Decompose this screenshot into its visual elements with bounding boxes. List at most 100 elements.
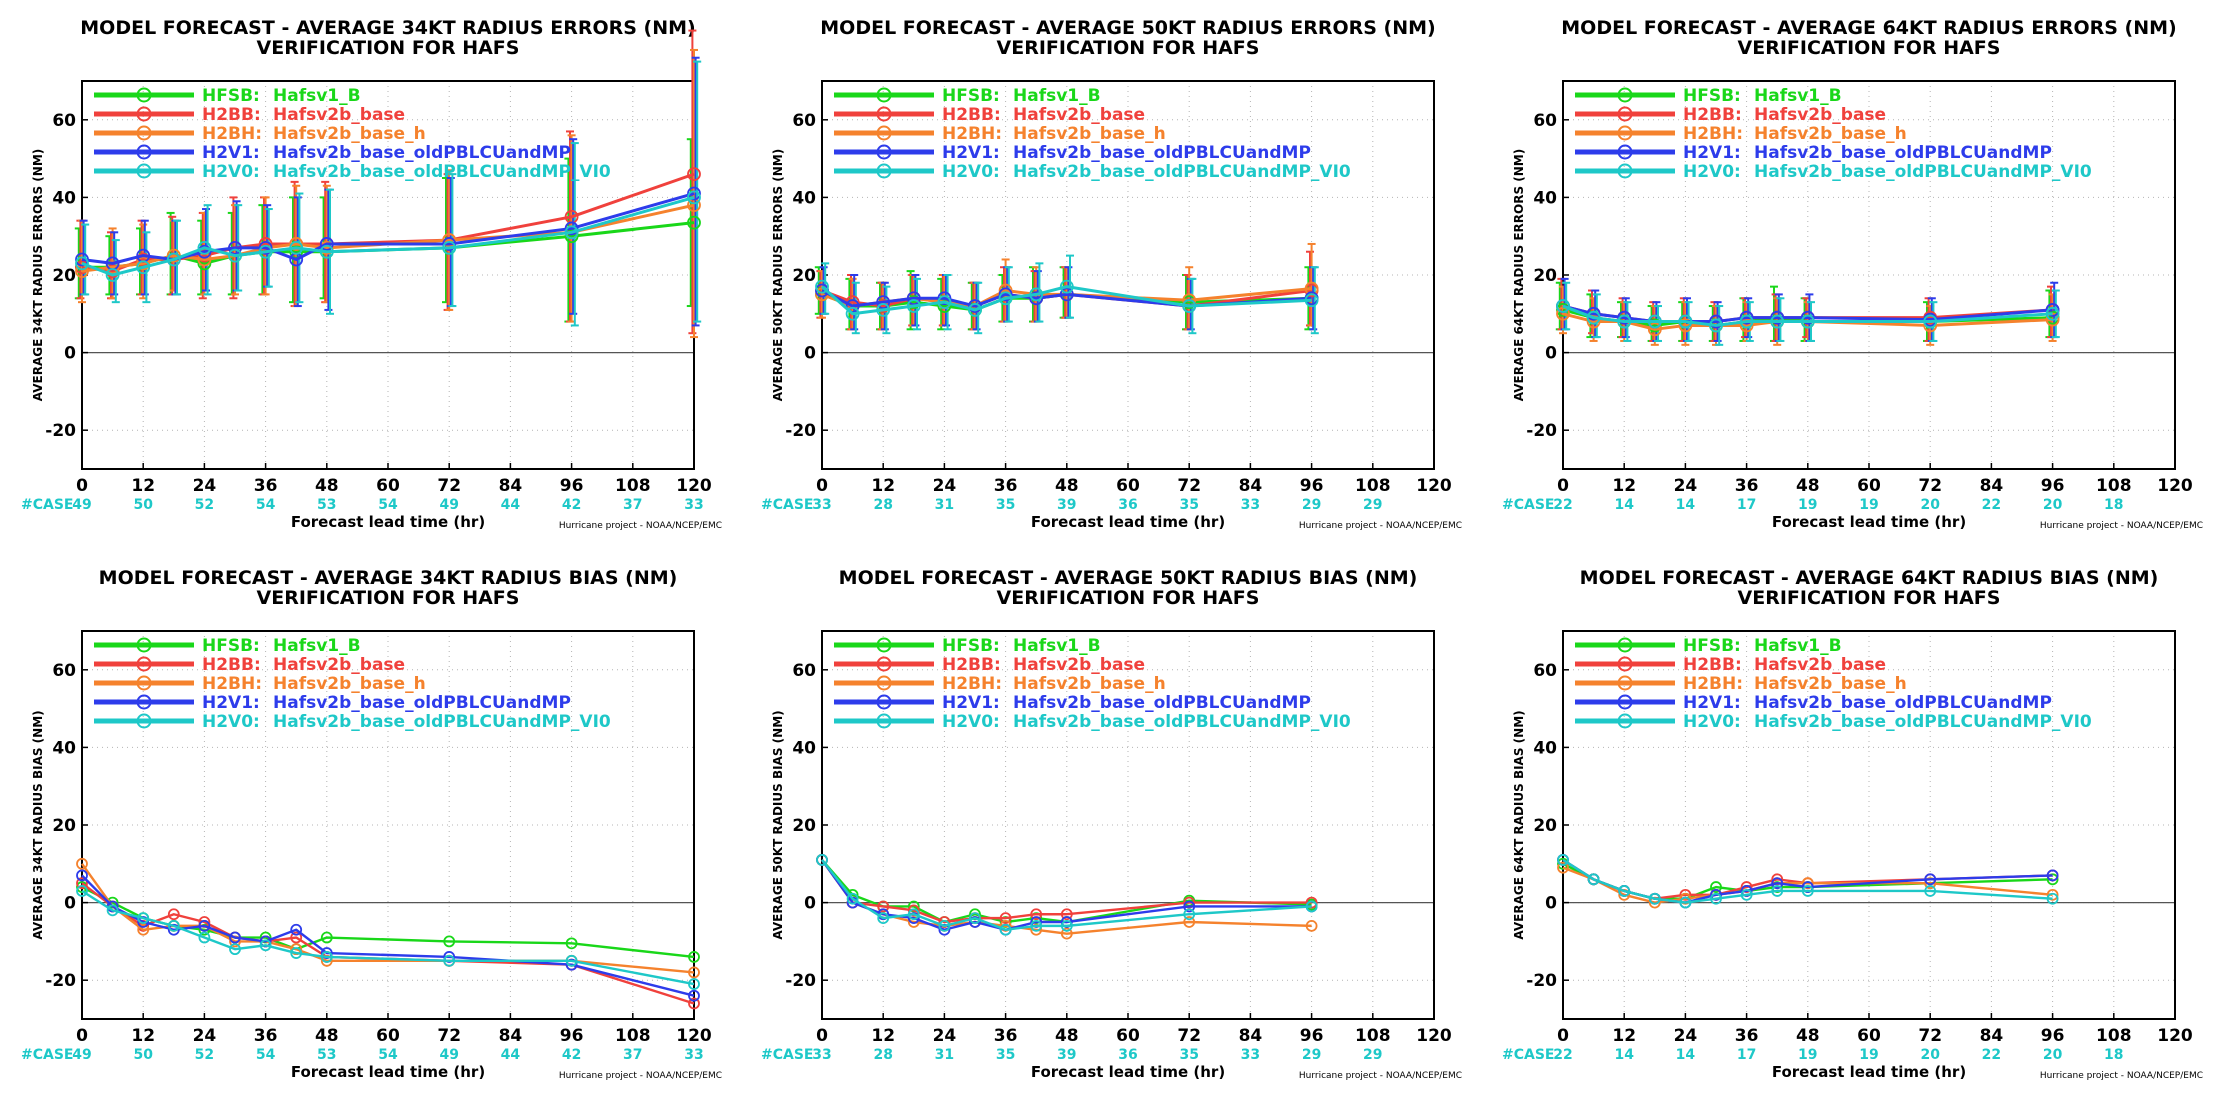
data-point-h2bh (1647, 322, 1662, 337)
x-tick-label: 24 (1674, 476, 1698, 496)
legend-item-h2v0: H2V0: Hafsv2b_base_oldPBLCUandMP_VI0 (1575, 162, 2092, 182)
data-point-h2v0 (1923, 314, 1938, 329)
x-tick-label: 60 (1116, 476, 1140, 496)
x-tick-label: 60 (376, 1026, 400, 1046)
data-point-h2v0 (1305, 900, 1318, 913)
x-tick-label: 48 (1055, 1026, 1079, 1046)
legend-desc: Hafsv2b_base_oldPBLCUandMP_VI0 (273, 162, 611, 182)
data-point-h2v0 (1029, 287, 1044, 302)
y-axis-label: AVERAGE 34KT RADIUS ERRORS (NM) (31, 149, 45, 401)
legend-label: H2BB: (202, 105, 261, 125)
x-tick-label: 12 (131, 1026, 155, 1046)
legend-desc: Hafsv2b_base_oldPBLCUandMP (273, 143, 571, 163)
chart-title: MODEL FORECAST - AVERAGE 50KT RADIUS ERR… (820, 17, 1435, 39)
data-point-h2bb (1030, 908, 1043, 921)
legend-label: H2BB: (942, 655, 1001, 675)
x-tick-label: 36 (1735, 1026, 1759, 1046)
data-point-h2bb (76, 877, 88, 890)
x-tick-label: 108 (615, 476, 651, 496)
legend-label: H2BH: (202, 124, 262, 144)
x-tick-label: 84 (1239, 1026, 1263, 1046)
x-tick-label: 72 (437, 476, 461, 496)
data-point-h2v0 (442, 240, 457, 255)
data-point-h2bh (136, 256, 151, 271)
data-point-h2v0 (1617, 314, 1632, 329)
legend-desc: Hafsv1_B (273, 636, 361, 656)
legend-marker (876, 637, 892, 653)
data-point-h2bb (999, 912, 1012, 925)
legend-item-h2v0: H2V0: Hafsv2b_base_oldPBLCUandMP_VI0 (834, 712, 1351, 732)
data-point-h2v0 (969, 912, 981, 925)
data-point-h2v1 (906, 291, 921, 306)
data-point-hfsb (564, 229, 579, 244)
x-tick-label: 108 (1355, 476, 1391, 496)
data-point-h2v0 (106, 904, 119, 917)
data-point-h2v1 (258, 240, 273, 255)
series-line-h2v0 (821, 859, 1312, 931)
data-point-h2v1 (1739, 310, 1754, 325)
y-tick-label: 0 (804, 344, 816, 364)
data-point-h2v1 (2046, 869, 2059, 882)
data-point-hfsb (937, 299, 952, 313)
legend-desc: Hafsv2b_base_oldPBLCUandMP (1013, 693, 1311, 713)
data-point-hfsb (289, 244, 304, 259)
legend-marker (1617, 125, 1633, 141)
case-count: 28 (873, 497, 892, 513)
data-point-h2bh (105, 260, 120, 275)
legend-item-hfsb: HFSB: Hafsv1_B (1575, 86, 1842, 106)
chart-panel-3: MODEL FORECAST - AVERAGE 64KT RADIUS ERR… (1502, 17, 2203, 531)
data-point-h2v0 (75, 256, 89, 271)
legend: HFSB: Hafsv1_B H2BB: Hafsv2b_base H2BH: Hafsv… (94, 86, 611, 182)
y-axis-label: AVERAGE 50KT RADIUS ERRORS (NM) (771, 149, 785, 401)
data-point-h2v1 (2045, 303, 2060, 317)
legend-marker (1617, 675, 1633, 691)
data-point-h2v1 (1771, 877, 1784, 890)
series-line-h2bb (821, 859, 1312, 924)
y-tick-label: 20 (1533, 816, 1557, 836)
x-tick-label: 96 (2041, 1026, 2065, 1046)
data-point-h2v1 (564, 221, 579, 236)
data-point-h2bb (136, 252, 151, 267)
case-count: 52 (195, 1047, 214, 1063)
data-point-h2v1 (1709, 314, 1723, 329)
y-tick-label: 60 (792, 111, 816, 131)
legend-marker (876, 163, 892, 179)
legend-desc: Hafsv1_B (1013, 636, 1101, 656)
case-count: 17 (1737, 497, 1756, 513)
x-tick-label: 120 (676, 476, 712, 496)
legend-label: H2V0: (1683, 162, 1741, 182)
x-tick-label: 12 (131, 476, 155, 496)
data-point-h2v0 (564, 225, 579, 240)
chart-title: MODEL FORECAST - AVERAGE 34KT RADIUS BIA… (99, 567, 678, 589)
legend-item-h2bb: H2BB: Hafsv2b_base (1575, 655, 1886, 675)
case-count: 19 (1798, 497, 1817, 513)
y-tick-label: 60 (1533, 661, 1557, 681)
x-tick-label: 96 (560, 476, 584, 496)
x-tick-label: 108 (2096, 1026, 2132, 1046)
series-line-h2v0 (821, 285, 1312, 316)
legend-item-h2bb: H2BB: Hafsv2b_base (94, 105, 405, 125)
data-point-h2v0 (76, 885, 88, 897)
x-tick-label: 36 (1735, 476, 1759, 496)
data-point-h2v0 (1030, 919, 1043, 932)
y-tick-label: -20 (785, 971, 816, 991)
data-point-h2bh (998, 283, 1013, 298)
case-count: 19 (1859, 1047, 1878, 1063)
data-point-h2v0 (259, 939, 272, 952)
x-tick-label: 60 (1857, 476, 1881, 496)
legend-marker (876, 694, 892, 710)
x-tick-label: 0 (816, 476, 828, 496)
x-tick-label: 84 (1980, 1026, 2004, 1046)
x-tick-label: 72 (1177, 476, 1201, 496)
legend-label: HFSB: (202, 86, 260, 106)
x-tick-label: 12 (1612, 1026, 1636, 1046)
case-count: 29 (1302, 1047, 1321, 1063)
y-axis-label: AVERAGE 50KT RADIUS BIAS (NM) (771, 710, 785, 939)
legend-label: H2BH: (1683, 674, 1743, 694)
case-count: 35 (1179, 1047, 1198, 1063)
data-point-h2v1 (290, 923, 303, 936)
x-tick-label: 72 (1918, 476, 1942, 496)
case-count: 14 (1676, 497, 1696, 513)
x-tick-label: 0 (76, 476, 88, 496)
case-count: 35 (996, 1047, 1015, 1063)
